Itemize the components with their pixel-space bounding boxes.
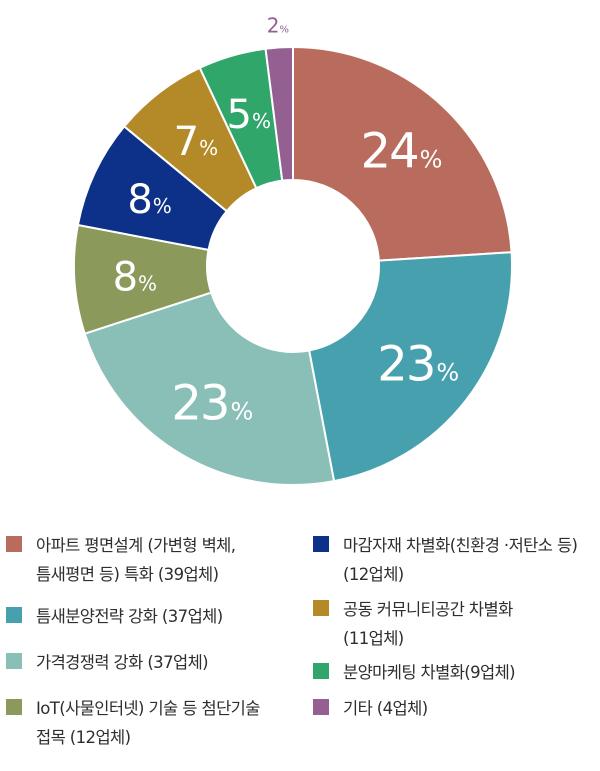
legend-swatch — [6, 536, 22, 552]
legend-label: 공동 커뮤니티공간 차별화 (11업체) — [343, 600, 513, 648]
legend-swatch — [313, 663, 329, 679]
donut-chart: 24%23%23%8 %8 %7 %5 %2% — [73, 14, 513, 486]
legend-swatch — [313, 699, 329, 715]
donut-slice-8 — [264, 45, 294, 182]
legend-item-other: 기타 (4업체) — [313, 694, 600, 723]
legend-label: IoT(사물인터넷) 기술 등 첨단기술 접목 (12업체) — [36, 699, 260, 747]
legend-swatch — [313, 536, 329, 552]
slice-label-3: 23% — [171, 376, 253, 432]
slice-label-5: 8% — [127, 177, 171, 223]
legend-swatch — [6, 607, 22, 623]
slice-labels: 24%23%23%8 %8 %7 %5 %2% — [113, 14, 460, 432]
legend-label: 분양마케팅 차별화(9업체) — [343, 663, 516, 682]
donut-slice-3 — [83, 291, 336, 486]
legend-label: 기타 (4업체) — [343, 699, 428, 718]
legend-item-marketing: 분양마케팅 차별화(9업체) — [313, 658, 600, 687]
slice-label-7: 5% — [227, 92, 271, 138]
donut-slices — [73, 45, 513, 486]
legend-item-niche-sales: 틈새분양전략 강화 (37업체) — [6, 602, 286, 631]
slice-label-6: 7% — [174, 119, 218, 165]
slice-label-4: 8% — [113, 254, 157, 300]
legend-swatch — [6, 653, 22, 669]
slice-label-8: 2% — [267, 14, 289, 38]
donut-slice-2 — [307, 251, 513, 483]
legend-item-price-competitiveness: 가격경쟁력 강화 (37업체) — [6, 648, 286, 677]
legend-label: 아파트 평면설계 (가변형 벽체, 틈새평면 등) 특화 (39업체) — [36, 536, 236, 584]
legend-item-apartment-design: 아파트 평면설계 (가변형 벽체, 틈새평면 등) 특화 (39업체) — [6, 531, 286, 589]
legend-swatch — [6, 699, 22, 715]
legend-item-community-space: 공동 커뮤니티공간 차별화 (11업체) — [313, 595, 600, 653]
legend-item-finishing-materials: 마감자재 차별화(친환경 ·저탄소 등) (12업체) — [313, 531, 600, 589]
donut-slice-1 — [292, 45, 513, 262]
legend-label: 틈새분양전략 강화 (37업체) — [36, 607, 223, 626]
slice-label-1: 24% — [361, 124, 443, 180]
legend-label: 가격경쟁력 강화 (37업체) — [36, 653, 209, 672]
legend-label: 마감자재 차별화(친환경 ·저탄소 등) (12업체) — [343, 536, 578, 584]
slice-label-2: 23% — [377, 336, 459, 392]
legend-swatch — [313, 600, 329, 616]
legend-item-iot-technology: IoT(사물인터넷) 기술 등 첨단기술 접목 (12업체) — [6, 694, 296, 752]
